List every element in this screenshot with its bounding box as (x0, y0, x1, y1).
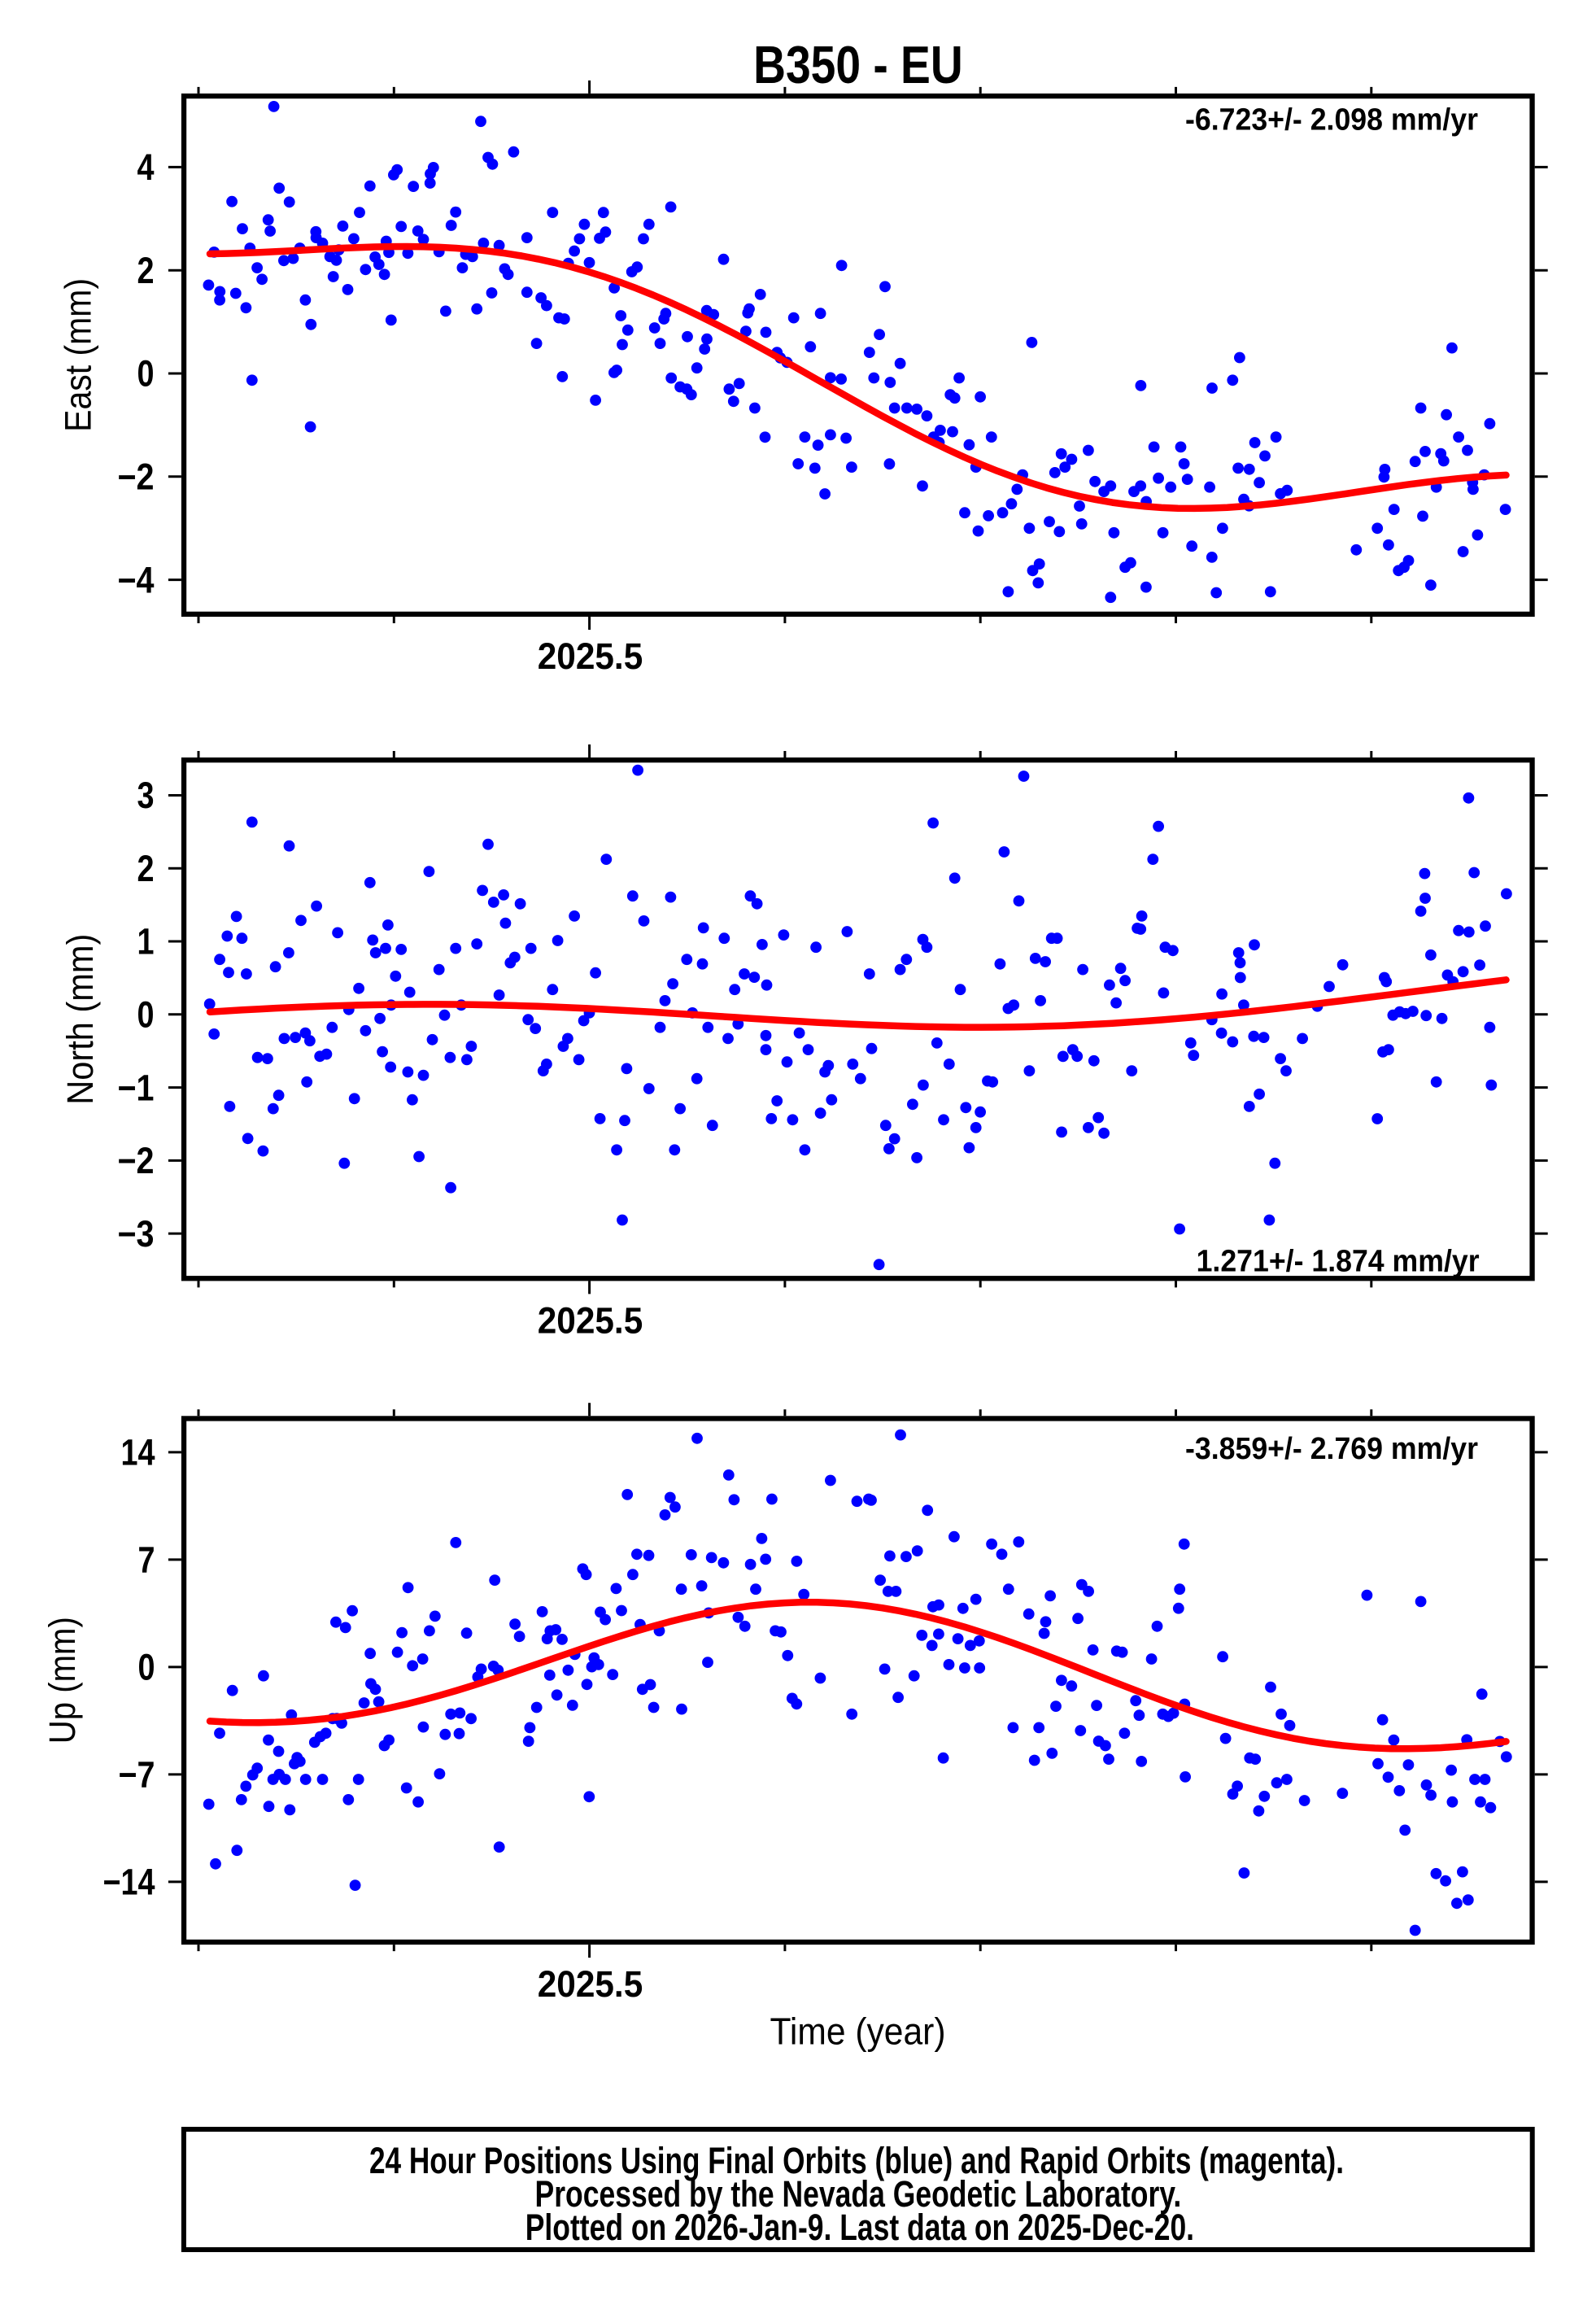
svg-text:7: 7 (138, 1539, 155, 1581)
svg-text:14: 14 (121, 1432, 155, 1473)
svg-text:−7: −7 (119, 1754, 155, 1796)
svg-text:−2: −2 (118, 1140, 155, 1181)
svg-text:0: 0 (137, 353, 155, 395)
svg-text:4: 4 (137, 146, 155, 188)
svg-text:-3.859+/- 2.769 mm/yr: -3.859+/- 2.769 mm/yr (1185, 1432, 1478, 1466)
svg-text:-6.723+/- 2.098 mm/yr: -6.723+/- 2.098 mm/yr (1185, 103, 1478, 138)
svg-text:0: 0 (137, 994, 155, 1036)
svg-text:−2: −2 (118, 456, 155, 498)
svg-text:1: 1 (137, 921, 155, 963)
svg-text:Time (year): Time (year) (770, 2010, 946, 2053)
svg-text:1.271+/- 1.874 mm/yr: 1.271+/- 1.874 mm/yr (1197, 1245, 1480, 1279)
svg-text:2025.5: 2025.5 (538, 635, 643, 677)
svg-text:Up (mm): Up (mm) (41, 1617, 83, 1744)
svg-text:3: 3 (137, 775, 155, 816)
svg-text:−14: −14 (103, 1862, 155, 1903)
svg-text:−4: −4 (118, 559, 155, 600)
svg-text:B350 - EU: B350 - EU (753, 35, 963, 94)
svg-text:24 Hour Positions Using Final: 24 Hour Positions Using Final Orbits (bl… (369, 2140, 1344, 2181)
svg-text:North (mm): North (mm) (59, 934, 101, 1105)
svg-text:−1: −1 (118, 1067, 155, 1108)
svg-text:Plotted on 2026-Jan-9. Last da: Plotted on 2026-Jan-9. Last data on 2025… (525, 2207, 1194, 2248)
svg-text:East (mm): East (mm) (58, 278, 99, 432)
svg-text:2025.5: 2025.5 (538, 1299, 643, 1341)
svg-text:2: 2 (137, 848, 155, 889)
svg-text:Processed by the Nevada Geodet: Processed by the Nevada Geodetic Laborat… (535, 2173, 1182, 2215)
svg-text:0: 0 (138, 1647, 155, 1688)
svg-text:2: 2 (137, 250, 155, 291)
svg-text:−3: −3 (118, 1213, 155, 1255)
svg-text:2025.5: 2025.5 (538, 1963, 643, 2005)
